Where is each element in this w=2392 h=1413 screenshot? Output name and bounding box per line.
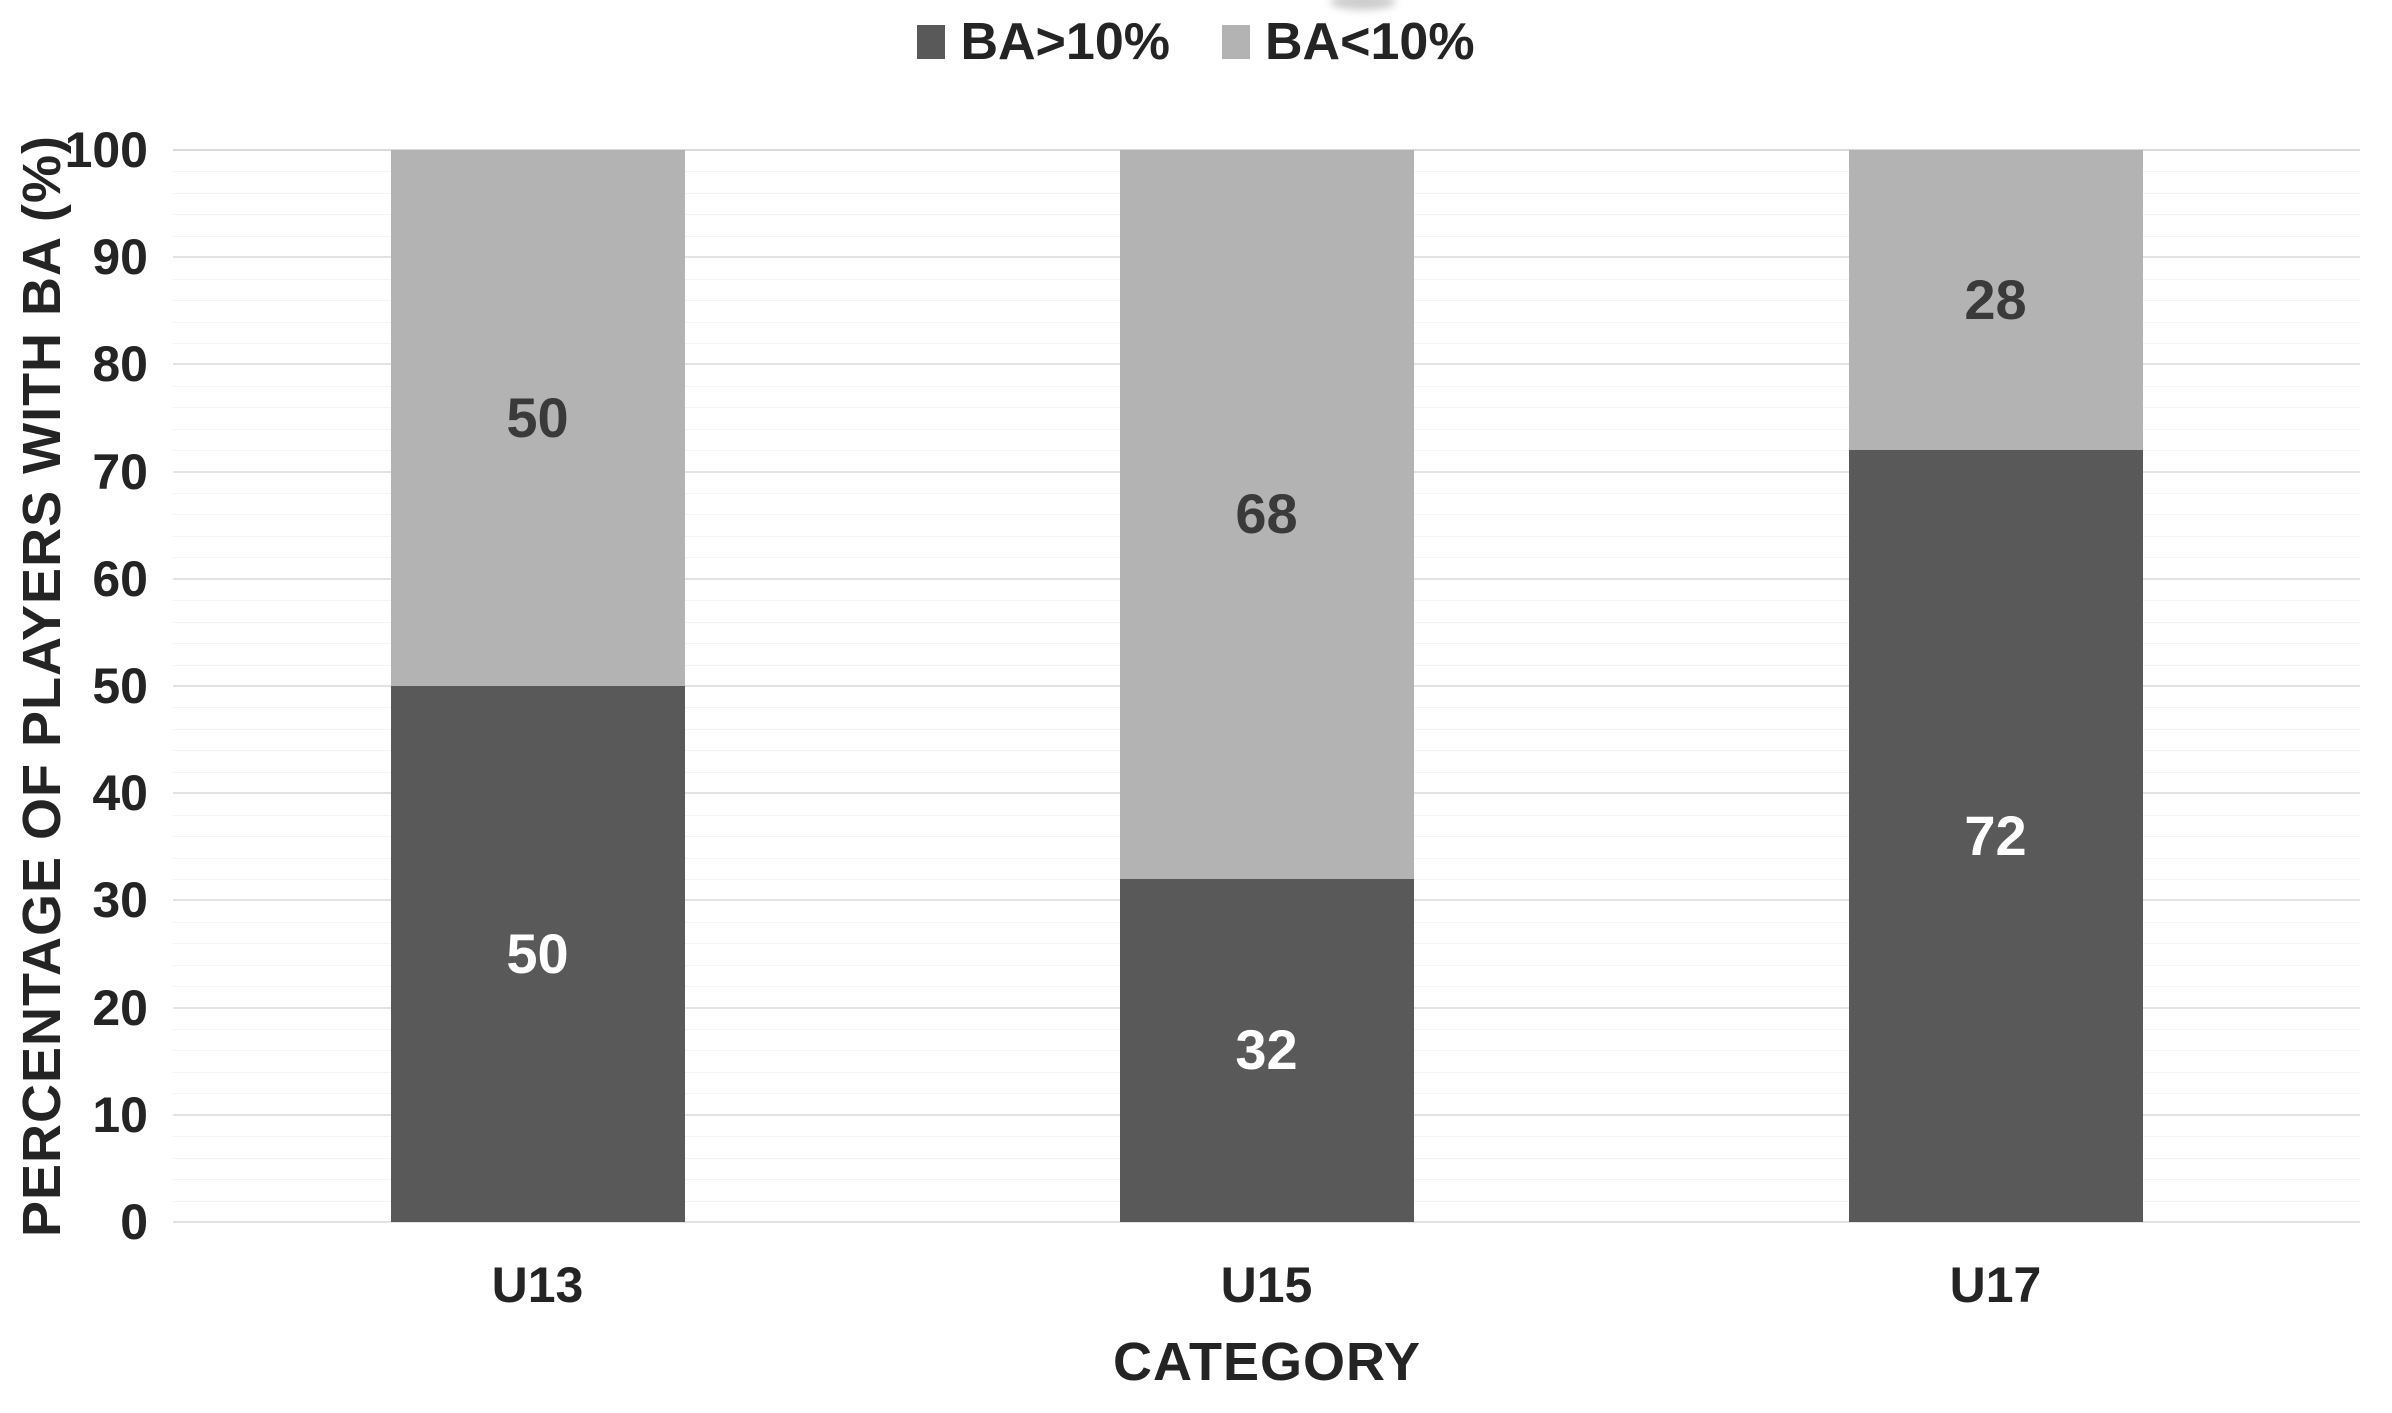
y-tick-label: 60	[92, 550, 148, 607]
y-axis-title: PERCENTAGE OF PLAYERS WITH BA (%)	[12, 134, 72, 1238]
bar-segment: 68	[1119, 150, 1414, 879]
legend-label: BA<10%	[1265, 13, 1475, 71]
legend-label: BA>10%	[960, 13, 1170, 71]
y-tick-label: 30	[92, 872, 148, 929]
x-tick-label: U13	[491, 1257, 584, 1313]
bar-segment: 72	[1848, 450, 2143, 1222]
legend-marker-icon	[1222, 25, 1250, 59]
y-tick-label: 40	[92, 765, 148, 822]
chart-legend: BA>10% BA<10%	[0, 16, 2392, 68]
y-tick-label: 100	[64, 122, 148, 178]
bar-segment: 50	[390, 686, 685, 1222]
y-tick-label: 70	[92, 443, 148, 500]
gridline-major	[173, 1221, 2360, 1223]
bar-segment: 32	[1119, 878, 1414, 1222]
y-tick-label: 50	[92, 658, 148, 714]
x-tick-label: U17	[1949, 1257, 2042, 1313]
y-tick-label: 20	[92, 979, 148, 1036]
legend-item: BA<10%	[1222, 16, 1475, 68]
legend-marker-icon	[917, 25, 946, 59]
x-axis-title: CATEGORY	[1112, 1332, 1422, 1392]
legend-item: BA>10%	[917, 16, 1170, 68]
bar-segment: 50	[390, 150, 685, 686]
y-tick-label: 90	[92, 229, 148, 286]
y-tick-label: 80	[92, 336, 148, 393]
bar-segment: 28	[1848, 150, 2143, 451]
cropped-title-fragment	[1330, 0, 1396, 10]
y-tick-label: 10	[92, 1086, 148, 1143]
y-tick-label: 0	[120, 1194, 148, 1250]
x-tick-label: U15	[1220, 1257, 1313, 1313]
